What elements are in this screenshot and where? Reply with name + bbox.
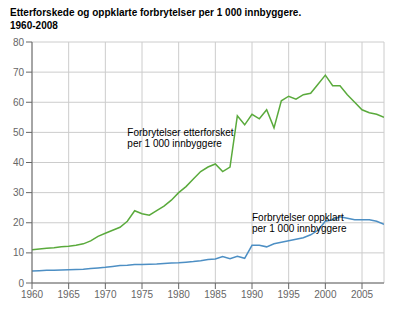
html-text:Etterforskede og oppklarte for: Etterforskede og oppklarte forbrytelser …	[10, 7, 302, 18]
svg-text:1975: 1975	[131, 289, 154, 300]
svg-text:80: 80	[13, 37, 25, 48]
svg-text:Forbrytelser etterforsketper 1: Forbrytelser etterforsketper 1 000 innby…	[127, 127, 233, 149]
svg-text:60: 60	[13, 97, 25, 108]
svg-text:20: 20	[13, 217, 25, 228]
svg-text:30: 30	[13, 187, 25, 198]
svg-text:1965: 1965	[58, 289, 81, 300]
svg-text:1995: 1995	[278, 289, 301, 300]
svg-text:70: 70	[13, 67, 25, 78]
svg-text:Forbrytelser oppklartper 1 000: Forbrytelser oppklartper 1 000 innbygger…	[252, 212, 347, 234]
svg-text:0: 0	[18, 278, 24, 289]
svg-text:50: 50	[13, 127, 25, 138]
html-text:1960-2008: 1960-2008	[10, 20, 58, 31]
svg-text:40: 40	[13, 157, 25, 168]
svg-text:2000: 2000	[314, 289, 337, 300]
svg-text:1990: 1990	[241, 289, 264, 300]
svg-text:1970: 1970	[94, 289, 117, 300]
svg-text:2005: 2005	[351, 289, 374, 300]
svg-text:10: 10	[13, 247, 25, 258]
svg-text:1980: 1980	[168, 289, 191, 300]
svg-text:1985: 1985	[204, 289, 227, 300]
svg-text:1960: 1960	[21, 289, 44, 300]
